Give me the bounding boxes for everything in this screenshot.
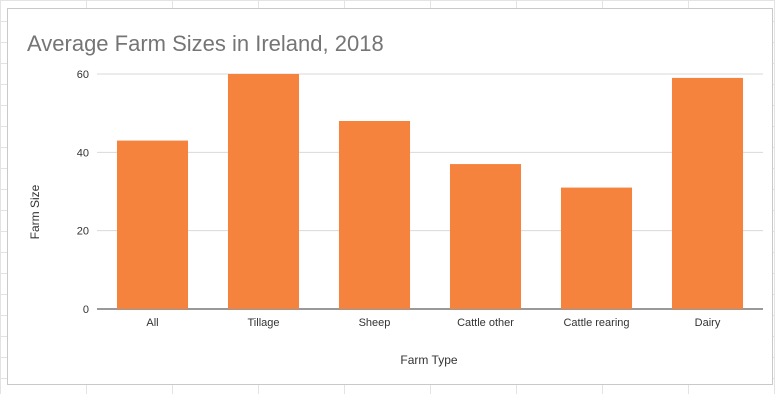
x-tick-label: Cattle rearing <box>563 317 629 329</box>
x-tick-label: Dairy <box>695 317 721 329</box>
bar-cattle-rearing[interactable] <box>560 187 633 309</box>
y-tick-label: 60 <box>77 69 89 81</box>
bar-all[interactable] <box>116 140 189 309</box>
y-tick-label: 20 <box>77 226 89 238</box>
x-axis-label: Farm Type <box>400 353 457 367</box>
bar-sheep[interactable] <box>338 121 411 309</box>
bar-tillage[interactable] <box>227 74 300 309</box>
y-tick-label: 40 <box>77 147 89 159</box>
chart-title: Average Farm Sizes in Ireland, 2018 <box>27 31 384 56</box>
x-tick-label: Cattle other <box>457 317 514 329</box>
bar-dairy[interactable] <box>671 77 744 310</box>
x-tick-label: Tillage <box>248 317 280 329</box>
x-tick-label: All <box>146 317 158 329</box>
y-tick-label: 0 <box>83 304 89 316</box>
x-tick-label: Sheep <box>359 317 391 329</box>
y-axis-label: Farm Size <box>28 184 42 239</box>
bar-cattle-other[interactable] <box>449 164 522 309</box>
